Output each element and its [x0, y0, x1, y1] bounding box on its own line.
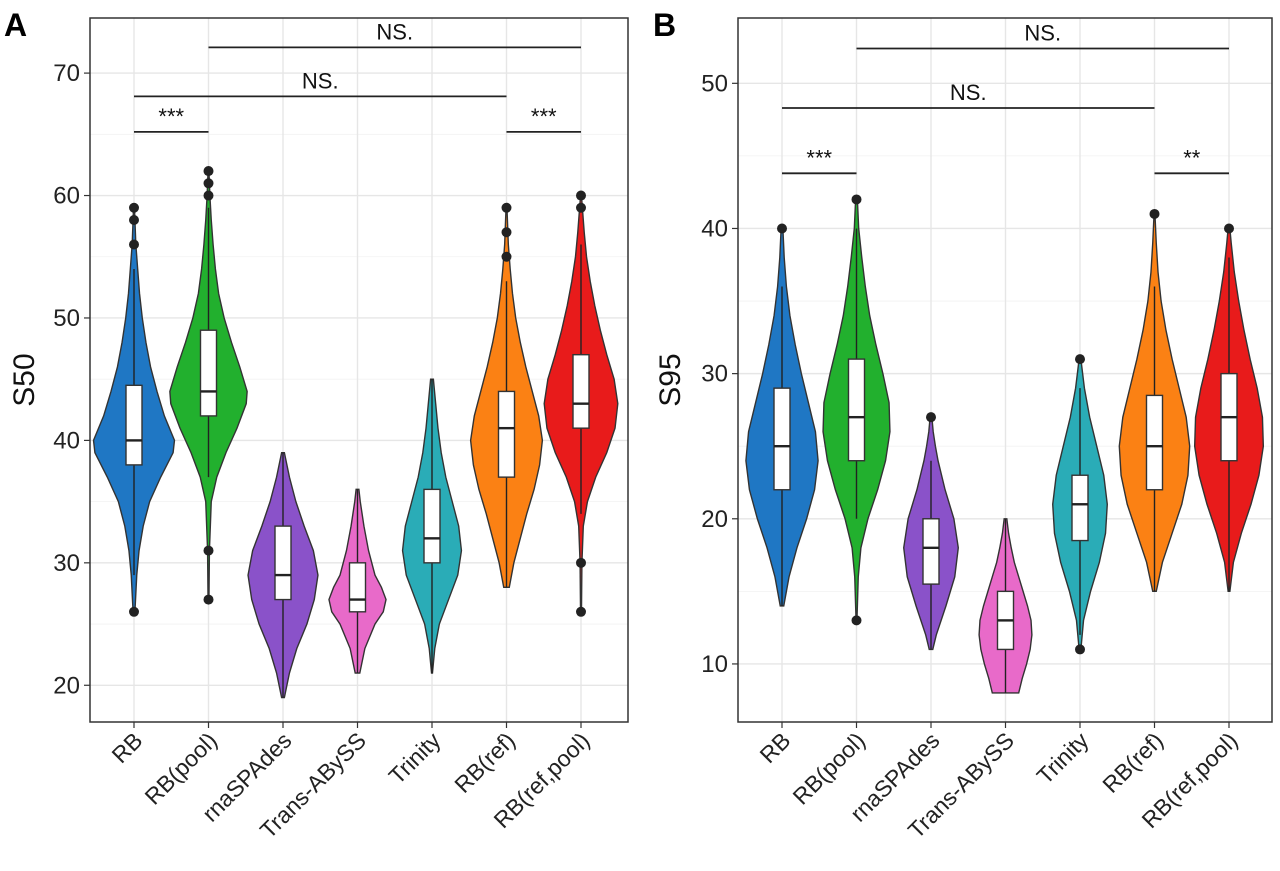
violin-rb-ref- — [1118, 208, 1191, 593]
y-tick-label: 30 — [701, 361, 728, 388]
y-tick-label: 40 — [53, 427, 80, 454]
y-tick-label: 20 — [701, 506, 728, 533]
y-tick-label: 70 — [53, 60, 80, 87]
violin-rb-ref- — [469, 202, 544, 589]
significance-label: NS. — [1024, 20, 1061, 45]
x-tick-label: Trinity — [383, 727, 445, 789]
significance-label: NS. — [376, 19, 413, 44]
y-axis-title: S50 — [8, 353, 41, 406]
y-tick-label: 30 — [53, 550, 80, 577]
box — [423, 488, 441, 564]
outlier-point — [576, 190, 586, 201]
x-tick-label: Trinity — [1031, 727, 1093, 789]
outlier-point — [926, 412, 936, 423]
outlier-point — [576, 557, 586, 568]
significance-label: *** — [158, 104, 184, 129]
significance-label: ** — [1183, 145, 1201, 170]
significance-label: NS. — [302, 68, 339, 93]
outlier-point — [501, 227, 512, 238]
outlier-point — [203, 190, 214, 201]
outlier-point — [576, 606, 586, 617]
outlier-point — [501, 251, 512, 262]
outlier-point — [851, 615, 862, 626]
significance-bracket: NS. — [208, 19, 581, 49]
significance-bracket: NS. — [782, 80, 1155, 109]
outlier-point — [129, 202, 139, 213]
outlier-point — [129, 215, 139, 226]
violin-rb — [745, 223, 819, 607]
panel-label: A — [4, 7, 27, 43]
outlier-point — [851, 194, 862, 205]
x-tick-label: RB(ref) — [1097, 727, 1168, 798]
significance-bracket: *** — [782, 145, 857, 175]
outlier-point — [203, 545, 214, 556]
significance-bracket: *** — [506, 104, 581, 133]
outlier-point — [501, 202, 512, 213]
x-tick-label: RB — [107, 727, 148, 768]
violin-rb-ref-pool- — [1193, 223, 1265, 593]
significance-label: *** — [531, 104, 557, 129]
outlier-point — [129, 606, 139, 617]
significance-bracket: NS. — [856, 20, 1229, 50]
significance-bracket: NS. — [134, 68, 507, 98]
box — [773, 387, 791, 491]
x-tick-label: RB — [755, 727, 796, 768]
box — [1071, 474, 1089, 542]
outlier-point — [203, 178, 214, 189]
outlier-point — [1224, 223, 1234, 234]
y-tick-label: 10 — [701, 651, 728, 678]
violin-trans-abyss — [978, 518, 1033, 694]
significance-bracket: ** — [1154, 145, 1229, 175]
outlier-point — [129, 239, 139, 250]
outlier-point — [1075, 354, 1085, 365]
plot-border — [89, 17, 629, 723]
violin-rnaspades — [247, 451, 319, 699]
box — [1145, 394, 1164, 491]
violin-rb-pool- — [822, 194, 891, 626]
violin-trinity — [401, 378, 463, 674]
panel-label: B — [653, 7, 676, 43]
y-tick-label: 50 — [53, 305, 80, 332]
significance-label: NS. — [950, 80, 987, 105]
y-tick-label: 60 — [53, 183, 80, 210]
y-axis-title: S95 — [654, 353, 687, 406]
outlier-point — [203, 166, 214, 177]
box — [922, 518, 940, 585]
box — [572, 353, 590, 429]
box — [199, 329, 218, 417]
outlier-point — [203, 594, 214, 605]
y-tick-label: 20 — [53, 672, 80, 699]
box — [274, 525, 292, 601]
outlier-point — [576, 202, 586, 213]
outlier-point — [777, 223, 787, 234]
y-tick-label: 50 — [701, 70, 728, 97]
box — [497, 390, 516, 478]
violin-trinity — [1052, 354, 1108, 655]
outlier-point — [1149, 208, 1160, 219]
panel-b: NS.NS.*** **1020304050RBRB(pool)rnaSPAdes… — [653, 7, 1273, 843]
box — [348, 562, 367, 613]
outlier-point — [1075, 644, 1085, 655]
violin-rnaspades — [903, 412, 959, 651]
box — [847, 358, 866, 462]
violin-rb-pool- — [169, 166, 248, 605]
significance-bracket: *** — [134, 104, 209, 133]
y-tick-label: 40 — [701, 215, 728, 242]
significance-label: *** — [806, 145, 832, 170]
x-tick-label: RB(ref) — [449, 727, 520, 798]
violin-rb — [92, 202, 176, 617]
violin-trans-abyss — [328, 488, 387, 674]
panel-a: NS.NS.*** ***203040506070RBRB(pool)rnaSPA… — [4, 7, 629, 843]
violin-rb-ref-pool- — [543, 190, 619, 617]
box — [125, 384, 143, 466]
